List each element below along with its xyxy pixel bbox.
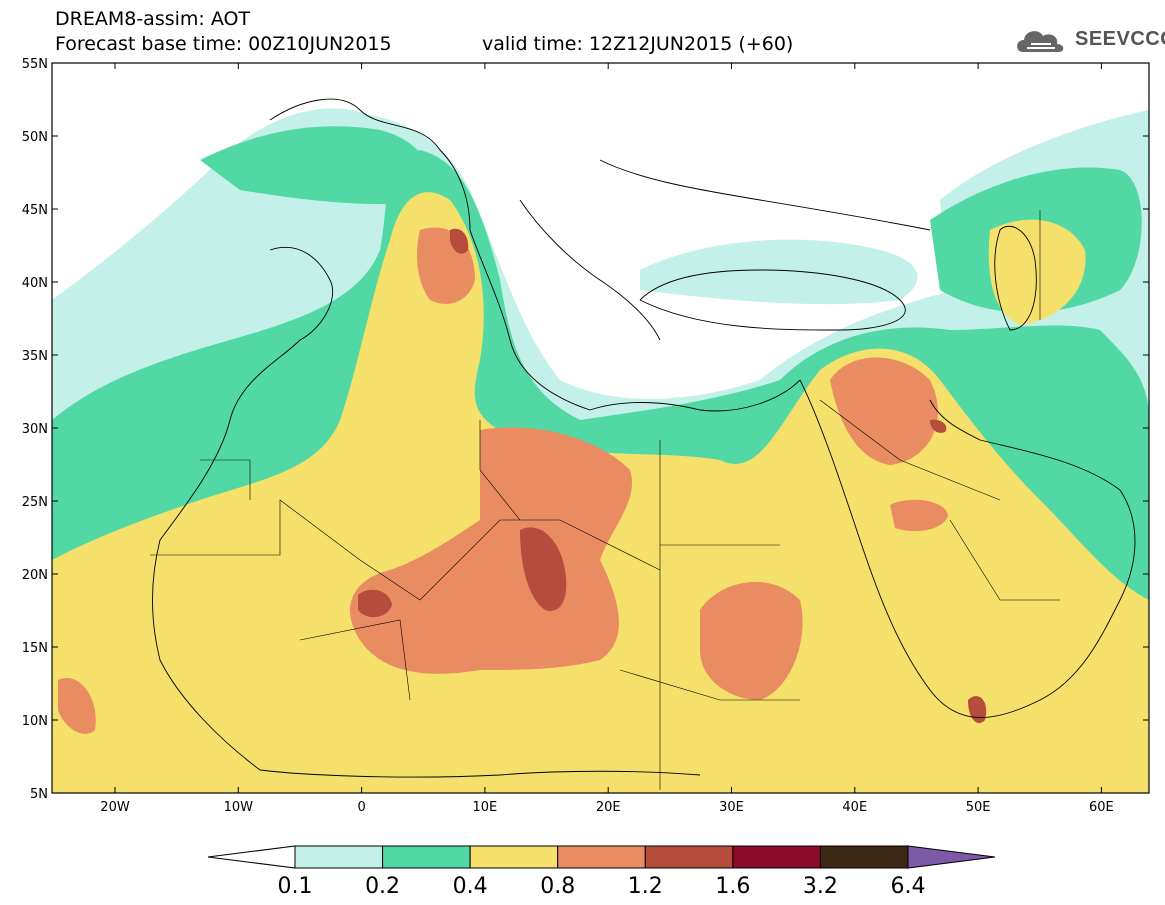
- colorbar-labels: 0.1 0.2 0.4 0.8 1.2 1.6 3.2 6.4: [278, 874, 926, 899]
- colorbar-box: [732, 845, 821, 869]
- colorbar-level-label: 3.2: [803, 874, 838, 899]
- lat-label: 55N: [22, 57, 48, 72]
- lon-label: 20W: [100, 800, 130, 815]
- colorbar-box: [557, 845, 646, 869]
- lat-label: 10N: [22, 714, 48, 729]
- colorbar-high-arrow: [907, 845, 996, 869]
- colorbar-box: [469, 845, 559, 869]
- aot-0.8-iraq: [830, 357, 938, 465]
- aot-1.2-chad: [520, 527, 567, 611]
- lat-label: 35N: [22, 349, 48, 364]
- colorbar-box: [382, 845, 471, 869]
- aot-0.1-north: [640, 239, 918, 305]
- aot-0.2-france: [200, 126, 433, 205]
- coastlines: [152, 98, 1136, 778]
- lat-label: 50N: [22, 130, 48, 145]
- colorbar-level-label: 0.8: [540, 874, 575, 899]
- lat-label: 30N: [22, 422, 48, 437]
- lon-label: 20E: [596, 800, 621, 815]
- colorbar-level-label: 6.4: [891, 874, 926, 899]
- lon-label: 0: [357, 800, 365, 815]
- colorbar-box: [644, 845, 734, 869]
- lon-label: 10E: [473, 800, 498, 815]
- lat-label: 15N: [22, 641, 48, 656]
- aot-shading: [52, 108, 1149, 793]
- title-base-time: Forecast base time: 00Z10JUN2015: [55, 33, 392, 55]
- lat-label: 40N: [22, 276, 48, 291]
- aot-0.8-arabia: [890, 499, 948, 532]
- aot-1.2-italy: [450, 228, 469, 254]
- lon-label: 40E: [842, 800, 867, 815]
- borders: [150, 210, 1060, 790]
- lat-label: 20N: [22, 568, 48, 583]
- logo-text: SEEVCCC: [1075, 28, 1165, 50]
- axis-ticks: [52, 62, 1149, 794]
- aot-0.8-sudan: [700, 581, 803, 700]
- latitude-labels: 55N 50N 45N 40N 35N 30N 25N 20N 15N 10N 5N: [22, 57, 48, 802]
- longitude-labels: 20W 10W 0 10E 20E 30E 40E 50E 60E: [100, 800, 1113, 815]
- aot-0.4-turkmen: [988, 219, 1086, 325]
- colorbar-level-label: 1.6: [715, 874, 750, 899]
- colorbar-box: [294, 845, 384, 869]
- colorbar-level-label: 0.2: [365, 874, 400, 899]
- colorbar: [207, 845, 996, 869]
- lon-label: 50E: [966, 800, 991, 815]
- aot-0.8-west: [58, 678, 96, 734]
- lon-label: 10W: [224, 800, 254, 815]
- lat-label: 5N: [30, 787, 48, 802]
- lon-label: 60E: [1089, 800, 1114, 815]
- colorbar-level-label: 0.1: [278, 874, 313, 899]
- lat-label: 25N: [22, 495, 48, 510]
- aot-0.8-sahara: [350, 427, 633, 674]
- cloud-logo-icon: [1017, 31, 1064, 52]
- aot-1.2-ethiopia: [968, 696, 987, 724]
- title-product: DREAM8-assim: AOT: [55, 8, 251, 30]
- title-valid-time: valid time: 12Z12JUN2015 (+60): [482, 33, 794, 55]
- colorbar-low-arrow: [207, 845, 296, 869]
- lon-label: 30E: [719, 800, 744, 815]
- colorbar-level-label: 0.4: [453, 874, 488, 899]
- aot-1.2-iran: [930, 419, 947, 433]
- colorbar-level-label: 1.2: [628, 874, 663, 899]
- lat-label: 45N: [22, 203, 48, 218]
- colorbar-box: [819, 845, 909, 869]
- aot-1.2-mali: [358, 589, 392, 618]
